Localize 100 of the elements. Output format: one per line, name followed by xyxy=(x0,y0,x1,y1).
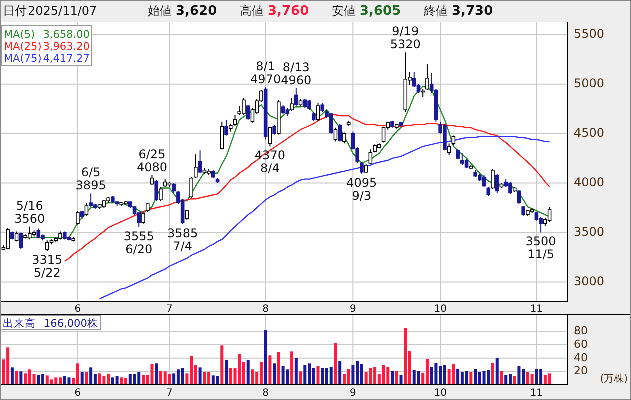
candlestick xyxy=(19,232,24,250)
candlestick xyxy=(452,135,456,146)
bar xyxy=(20,372,23,385)
candlestick xyxy=(185,209,190,220)
candlestick xyxy=(198,150,202,174)
bar xyxy=(282,366,285,385)
candlestick xyxy=(482,174,486,188)
bar xyxy=(216,376,220,385)
annotation: 3,658.00 xyxy=(43,29,90,41)
annotation: 5/16 3560 xyxy=(14,198,46,226)
bar xyxy=(268,356,272,385)
text: 3,760 xyxy=(268,4,310,19)
bar xyxy=(364,372,368,385)
bar xyxy=(10,368,14,385)
candlestick xyxy=(290,98,294,112)
bar xyxy=(90,368,93,385)
bar xyxy=(37,375,40,385)
annotation: 6/5 3895 xyxy=(76,166,106,193)
annotation: 8/13 4960 xyxy=(281,60,312,88)
bar xyxy=(229,368,232,385)
candlestick xyxy=(447,143,452,156)
x-tick-label: 11 xyxy=(530,304,544,315)
bar xyxy=(518,366,521,385)
y-tick-label: 60 xyxy=(574,338,588,352)
candlestick xyxy=(334,127,338,142)
x-tick-label: 9 xyxy=(350,388,356,399)
bar xyxy=(225,360,228,385)
bar xyxy=(465,371,468,385)
candlestick xyxy=(460,153,464,166)
candlestick xyxy=(539,216,543,234)
annotation: 3315 5/22 xyxy=(32,253,63,280)
bar xyxy=(155,364,158,385)
x-tick-label: 10 xyxy=(434,388,447,399)
candlestick xyxy=(194,154,198,179)
bar xyxy=(50,380,54,385)
bar xyxy=(426,359,429,385)
bar xyxy=(273,364,276,385)
text: 日付 xyxy=(3,4,27,18)
bar xyxy=(330,367,333,385)
bar xyxy=(220,346,224,385)
x-tick-label: 7 xyxy=(166,388,173,399)
candlestick xyxy=(36,228,41,240)
x-tick-label: 10 xyxy=(434,304,447,315)
candlestick xyxy=(172,182,176,194)
candlestick xyxy=(84,202,89,216)
chart-subtitle: 166,000株 xyxy=(44,317,98,330)
bar xyxy=(513,376,516,385)
text: 3,605 xyxy=(360,4,402,19)
bar xyxy=(150,364,154,385)
bar xyxy=(487,370,490,385)
x-tick-label: 6 xyxy=(74,388,82,399)
bar xyxy=(294,358,298,385)
candlestick xyxy=(294,88,298,107)
bar xyxy=(316,366,320,385)
bar xyxy=(400,375,403,385)
candlestick xyxy=(360,162,364,174)
text: 2025/11/07 xyxy=(28,4,98,18)
bar xyxy=(430,367,434,385)
bar xyxy=(63,376,66,385)
bar xyxy=(474,369,478,385)
bar xyxy=(290,352,294,385)
bar xyxy=(395,371,398,385)
candlestick xyxy=(154,180,159,202)
bar xyxy=(452,364,456,385)
candlestick xyxy=(220,121,224,150)
candlestick xyxy=(338,123,342,142)
bar xyxy=(264,330,268,385)
bar xyxy=(496,358,499,385)
candlestick xyxy=(456,149,460,160)
annotation: 8/1 4970 xyxy=(250,59,282,86)
text: 終値 xyxy=(423,4,448,18)
bar xyxy=(68,378,71,385)
bar xyxy=(286,370,290,385)
y-tick-label: 5000 xyxy=(574,76,605,91)
bar xyxy=(391,371,394,385)
text: 3,620 xyxy=(176,4,218,19)
x-tick-label: 8 xyxy=(262,388,270,399)
bar xyxy=(116,376,119,385)
bar xyxy=(251,370,254,385)
bar xyxy=(412,370,416,385)
bar xyxy=(172,374,176,385)
bar xyxy=(277,352,280,385)
y-tick-label: 3500 xyxy=(574,225,605,240)
candlestick xyxy=(268,126,272,148)
text: 安値 xyxy=(332,4,356,18)
bar xyxy=(548,374,552,385)
bar xyxy=(504,375,508,385)
x-tick-label: 8 xyxy=(262,304,270,315)
y-axis-title: (万株) xyxy=(600,373,628,385)
annotation: 4095 9/3 xyxy=(346,176,378,203)
bar xyxy=(102,376,106,385)
bar xyxy=(386,367,390,385)
candlestick xyxy=(6,228,10,250)
bar xyxy=(352,365,355,385)
bar xyxy=(470,372,473,385)
text: 高値 xyxy=(240,4,264,18)
bar xyxy=(360,364,364,385)
candlestick xyxy=(426,64,430,91)
text: 3,730 xyxy=(452,4,494,19)
text: MA(25) xyxy=(4,41,42,53)
